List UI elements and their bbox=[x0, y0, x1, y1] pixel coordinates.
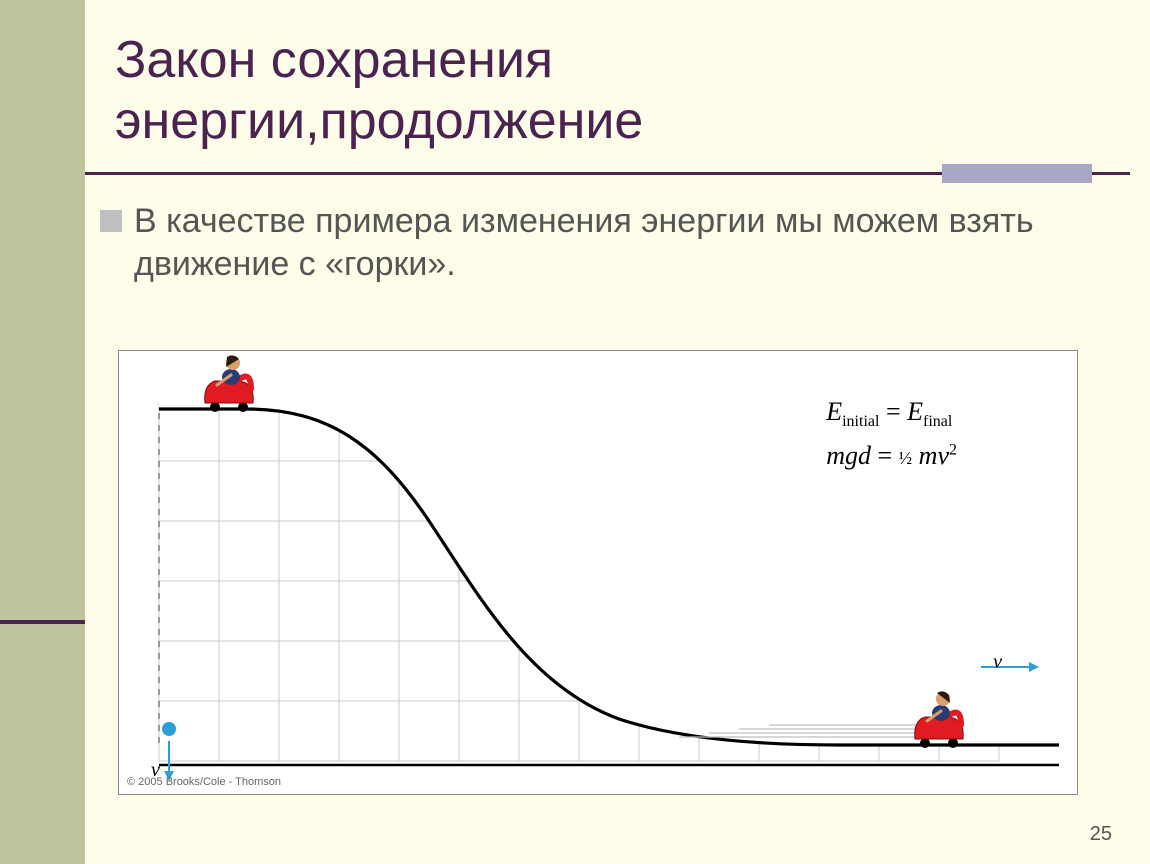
body-paragraph: В качестве примера изменения энергии мы … bbox=[100, 200, 1110, 285]
slide-number: 25 bbox=[1090, 823, 1112, 846]
v-label-right: v bbox=[993, 651, 1002, 674]
energy-equations: Einitial = Efinal mgd = ½ mv2 bbox=[826, 391, 957, 476]
bullet-square-icon bbox=[100, 210, 122, 232]
title-line-2: энергии,продолжение bbox=[115, 92, 643, 150]
title-line-1: Закон сохранения bbox=[115, 31, 553, 89]
left-sidebar-band bbox=[0, 0, 85, 864]
equation-line-2: mgd = ½ mv2 bbox=[826, 435, 957, 477]
body-text: В качестве примера изменения энергии мы … bbox=[134, 200, 1110, 285]
diagram-figure: Einitial = Efinal mgd = ½ mv2 v v © 2005… bbox=[118, 350, 1078, 795]
equation-line-1: Einitial = Efinal bbox=[826, 391, 957, 435]
slide-title: Закон сохранения энергии,продолжение bbox=[115, 30, 643, 153]
left-sidebar-tick bbox=[0, 620, 85, 624]
title-accent-bar bbox=[942, 164, 1092, 183]
figure-copyright: © 2005 Brooks/Cole - Thomson bbox=[127, 776, 281, 788]
